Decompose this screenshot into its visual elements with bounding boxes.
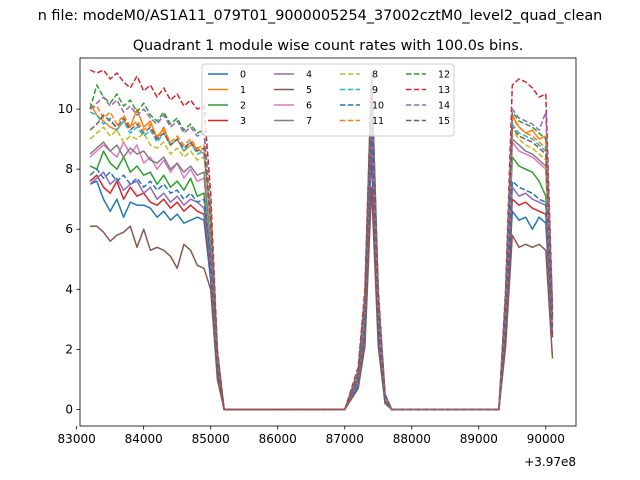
legend-label-5: 5 [306, 85, 312, 96]
y-tick-label: 6 [65, 222, 73, 236]
series-line-6 [89, 99, 554, 411]
legend-label-9: 9 [372, 85, 378, 96]
legend-label-13: 13 [438, 85, 450, 96]
series-layer [89, 69, 554, 411]
series-line-0 [89, 153, 554, 411]
x-axis: 83000 84000 85000 86000 87000 88000 89000 90000 [58, 426, 565, 446]
legend-label-0: 0 [240, 70, 246, 81]
plot-frame [79, 57, 577, 427]
x-tick-label: 85000 [192, 432, 230, 446]
legend-label-14: 14 [438, 101, 450, 112]
series-line-7 [89, 96, 554, 411]
chart-title: Quadrant 1 module wise count rates with … [133, 38, 524, 54]
y-tick-label: 10 [58, 102, 73, 116]
legend-label-7: 7 [306, 116, 312, 127]
y-tick-label: 4 [65, 282, 73, 296]
x-tick-label: 87000 [326, 432, 364, 446]
y-tick-label: 8 [65, 162, 73, 176]
x-tick-label: 86000 [259, 432, 297, 446]
legend-label-11: 11 [372, 116, 384, 127]
series-line-14 [89, 72, 554, 411]
series-line-10 [89, 123, 554, 411]
legend-label-15: 15 [438, 116, 450, 127]
legend-label-12: 12 [438, 70, 450, 81]
series-line-5 [90, 186, 554, 411]
series-line-2 [89, 120, 554, 411]
y-axis: 0 2 4 6 8 10 [58, 102, 80, 416]
x-tick-label: 89000 [460, 432, 498, 446]
legend-label-6: 6 [306, 101, 312, 112]
x-tick-label: 83000 [58, 432, 96, 446]
legend-label-8: 8 [372, 70, 378, 81]
x-tick-label: 84000 [125, 432, 163, 446]
legend-label-2: 2 [240, 101, 246, 112]
y-tick-label: 2 [65, 342, 73, 356]
series-line-15 [89, 78, 554, 411]
legend-label-10: 10 [372, 101, 384, 112]
x-axis-offset-label: +3.97e8 [524, 455, 576, 469]
legend-frame [201, 63, 455, 137]
figure-suptitle: n file: modeM0/AS1A11_079T01_9000005254_… [38, 8, 603, 24]
x-tick-label: 90000 [527, 432, 565, 446]
legend-label-4: 4 [306, 70, 312, 81]
legend-label-3: 3 [240, 116, 246, 127]
x-tick-label: 88000 [393, 432, 431, 446]
y-tick-label: 0 [65, 402, 73, 416]
legend-label-1: 1 [240, 85, 246, 96]
series-line-4 [89, 132, 554, 411]
